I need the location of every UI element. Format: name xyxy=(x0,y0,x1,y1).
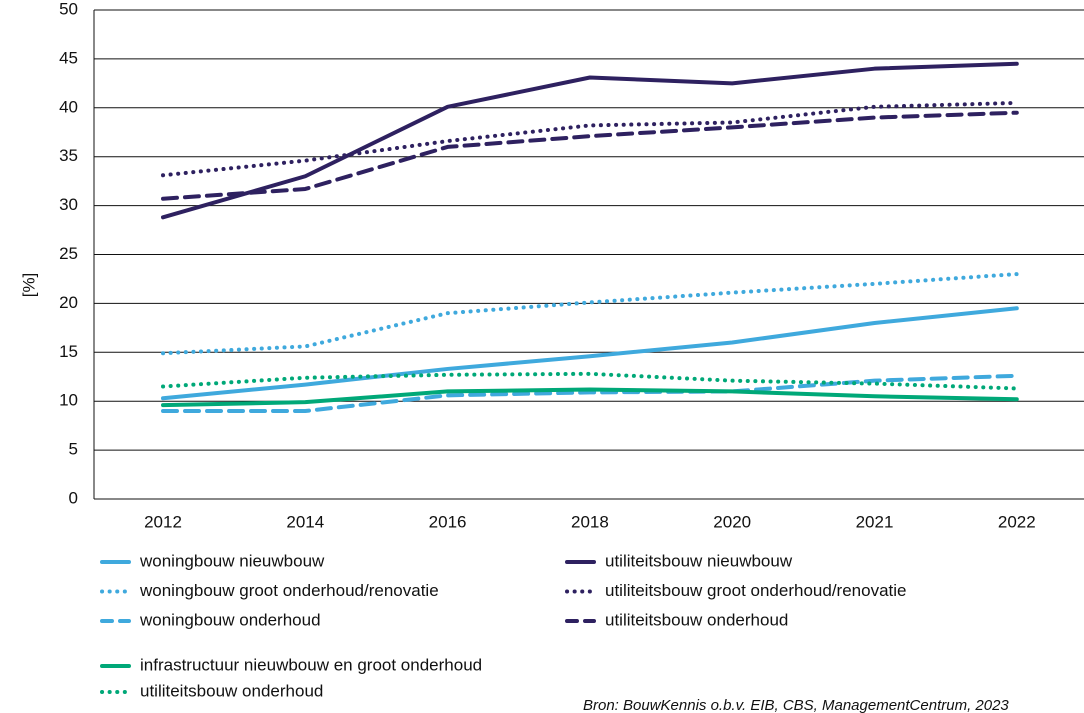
y-tick-label: 20 xyxy=(59,293,78,312)
legend-label: woningbouw groot onderhoud/renovatie xyxy=(139,581,439,600)
legend-label: utiliteitsbouw groot onderhoud/renovatie xyxy=(605,581,906,600)
series-line xyxy=(161,373,1019,413)
series-line xyxy=(161,387,1019,408)
series-line xyxy=(161,371,1019,391)
y-tick-label: 0 xyxy=(69,488,78,507)
y-tick-label: 25 xyxy=(59,244,78,263)
y-tick-label: 30 xyxy=(59,195,78,214)
legend-label: utiliteitsbouw onderhoud xyxy=(140,681,323,700)
x-tick-label: 2014 xyxy=(286,512,324,531)
x-tick-label: 2012 xyxy=(144,512,182,531)
legend-label: infrastructuur nieuwbouw en groot onderh… xyxy=(140,655,482,674)
y-tick-label: 40 xyxy=(59,97,78,116)
y-tick-label: 5 xyxy=(69,440,78,459)
x-tick-label: 2022 xyxy=(998,512,1036,531)
series-line xyxy=(161,100,1019,178)
x-tick-label: 2018 xyxy=(571,512,609,531)
legend-label: woningbouw nieuwbouw xyxy=(139,551,325,570)
series-line xyxy=(161,110,1019,201)
x-tick-label: 2016 xyxy=(429,512,467,531)
legend-label: utiliteitsbouw onderhoud xyxy=(605,610,788,629)
y-tick-label: 10 xyxy=(59,391,78,410)
source-note: Bron: BouwKennis o.b.v. EIB, CBS, Manage… xyxy=(583,697,1009,713)
legend-label: utiliteitsbouw nieuwbouw xyxy=(605,551,793,570)
y-axis-label: [%] xyxy=(19,273,38,298)
series-line xyxy=(161,306,1019,401)
y-tick-label: 45 xyxy=(59,48,78,67)
y-tick-label: 50 xyxy=(59,0,78,18)
x-tick-label: 2020 xyxy=(713,512,751,531)
legend-label: woningbouw onderhoud xyxy=(139,610,321,629)
x-tick-label: 2021 xyxy=(856,512,894,531)
y-tick-label: 35 xyxy=(59,146,78,165)
series-line xyxy=(161,272,1019,356)
series-line xyxy=(161,61,1019,220)
y-tick-label: 15 xyxy=(59,342,78,361)
